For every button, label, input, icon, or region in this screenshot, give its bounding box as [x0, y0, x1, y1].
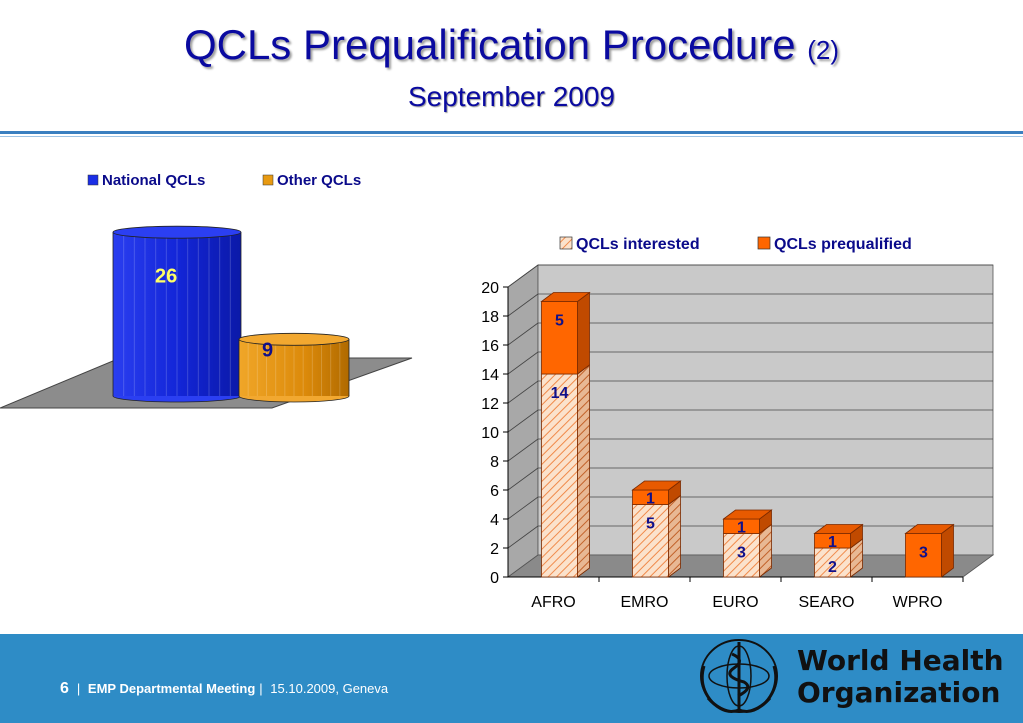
who-name-line2: Organization	[797, 676, 1001, 709]
x-tick-label: WPRO	[893, 594, 943, 611]
slide-title: QCLs Prequalification Procedure (2)	[0, 20, 1023, 75]
bar-segment	[905, 533, 942, 578]
data-label: 5	[555, 313, 564, 330]
bar-euro: 31	[722, 509, 773, 578]
footer-info: 6 | EMP Departmental Meeting | 15.10.2009,…	[60, 680, 388, 698]
x-tick-label: SEARO	[798, 594, 854, 611]
data-label: 14	[551, 385, 569, 402]
y-tick-label: 18	[481, 309, 499, 326]
bar-top	[722, 509, 773, 520]
bar-wpro: 3	[904, 523, 955, 578]
bar-searo: 21	[813, 523, 864, 578]
legend-swatch	[87, 174, 99, 186]
data-label: 3	[737, 545, 746, 562]
bar-top	[904, 524, 955, 534]
gridline-side	[507, 525, 539, 549]
page-number: 6	[60, 680, 69, 697]
y-tick-label: 12	[481, 396, 499, 413]
slide-subtitle: September 2009	[407, 81, 616, 112]
gridline-side	[507, 351, 539, 375]
y-tick-label: 4	[490, 512, 499, 529]
title-divider-thin	[0, 136, 1023, 137]
gridline-side	[507, 496, 539, 520]
footer-separator: |	[76, 681, 81, 696]
data-label: 2	[828, 559, 837, 576]
data-label: 9	[262, 339, 273, 361]
who-emblem-icon	[700, 639, 778, 713]
x-tick-label: EMRO	[621, 594, 669, 611]
data-label: 5	[646, 516, 655, 533]
y-tick-label: 8	[490, 454, 499, 471]
cylinder-body	[113, 232, 241, 396]
data-label: 1	[737, 519, 746, 536]
legend-label: QCLs interested	[576, 236, 700, 253]
y-tick-label: 2	[490, 541, 499, 558]
x-tick-label: AFRO	[531, 594, 575, 611]
bar-side	[668, 494, 681, 578]
gridline-side	[507, 438, 539, 462]
meeting-name: EMP Departmental Meeting	[87, 681, 256, 696]
qcl-type-chart: National QCLs Other QCLs 26 9	[0, 172, 413, 409]
cylinder-body	[239, 339, 349, 396]
x-tick-label: EURO	[712, 594, 758, 611]
cylinder-national: 26	[112, 225, 242, 403]
bar-top	[813, 524, 864, 534]
bar-segment	[814, 547, 851, 578]
footer-separator-2: |	[259, 681, 263, 696]
bar-side	[577, 291, 590, 375]
gridline-side	[507, 409, 539, 433]
y-tick-label: 20	[481, 280, 499, 297]
bar-top	[631, 480, 682, 491]
data-label: 3	[919, 545, 928, 562]
legend-label: National QCLs	[102, 172, 205, 189]
y-tick-label: 10	[481, 425, 499, 442]
cylinder-other: 9	[238, 332, 350, 403]
bar-side	[577, 364, 590, 578]
gridline-side	[507, 322, 539, 346]
who-name-line1: World Health	[797, 644, 1004, 677]
legend-label: Other QCLs	[277, 172, 361, 189]
who-name: World Health Organization	[797, 645, 1004, 709]
y-tick-label: 6	[490, 483, 499, 500]
gridline-side	[507, 467, 539, 491]
slide-title-suffix: (2)	[807, 35, 840, 65]
cylinder-top	[112, 225, 242, 239]
bar-emro: 51	[631, 480, 682, 578]
legend-label: QCLs prequalified	[774, 236, 912, 253]
y-tick-label: 14	[481, 367, 499, 384]
legend-swatch	[559, 236, 573, 250]
legend-swatch	[757, 236, 771, 250]
bar-afro: 14 5	[540, 291, 591, 578]
y-tick-label: 16	[481, 338, 499, 355]
meeting-date-place: 15.10.2009, Geneva	[270, 681, 389, 696]
data-label: 1	[646, 490, 655, 507]
gridline-side	[507, 380, 539, 404]
region-chart: QCLs interested QCLs prequalified 0 2 4 6 8 10 1…	[481, 236, 995, 611]
legend-swatch	[262, 174, 274, 186]
y-tick-label: 0	[490, 570, 499, 587]
bar-segment	[541, 373, 578, 578]
gridline-side	[507, 264, 539, 288]
footer-bar	[0, 634, 1023, 723]
bar-top	[540, 292, 591, 302]
slide-title-main: QCLs Prequalification Procedure	[183, 21, 796, 68]
data-label: 1	[828, 534, 837, 551]
cylinder-top	[238, 332, 350, 346]
gridline-side	[507, 293, 539, 317]
title-divider	[0, 131, 1023, 134]
data-label: 26	[155, 265, 177, 287]
